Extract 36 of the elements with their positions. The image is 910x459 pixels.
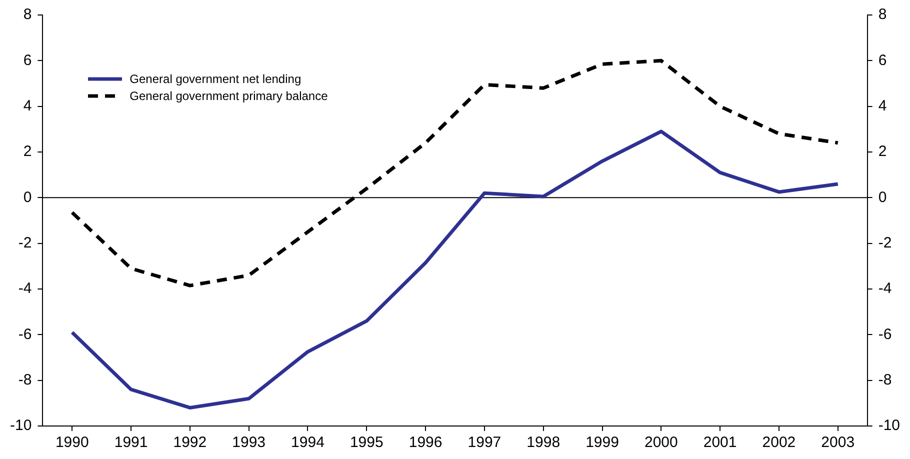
legend-label: General government primary balance xyxy=(130,88,328,102)
y-tick-label: 2 xyxy=(23,143,32,160)
x-tick-label: 2002 xyxy=(762,434,796,452)
y-tick-label: -2 xyxy=(18,234,32,252)
y-tick-label: -4 xyxy=(18,280,32,298)
y-tick-label: 6 xyxy=(23,52,32,69)
x-tick-label: 1995 xyxy=(350,434,384,452)
legend-label: General government net lending xyxy=(130,72,302,86)
y2-tick-label: -8 xyxy=(878,371,892,388)
y2-tick-label: 0 xyxy=(878,188,887,206)
x-tick-label: 1994 xyxy=(291,434,324,452)
x-tick-label: 1993 xyxy=(232,434,266,452)
y2-tick-label: 6 xyxy=(878,52,887,69)
x-tick-label: 1999 xyxy=(586,434,619,452)
y-tick-label: 0 xyxy=(23,188,32,206)
x-tick-label: 1991 xyxy=(114,434,148,452)
y2-tick-label: 8 xyxy=(878,6,887,24)
x-tick-label: 1997 xyxy=(468,434,502,452)
x-tick-label: 2003 xyxy=(821,434,855,452)
x-tick-label: 1996 xyxy=(408,434,442,452)
y2-tick-label: -2 xyxy=(878,234,892,252)
y-tick-label: 8 xyxy=(23,6,32,24)
x-tick-label: 1992 xyxy=(173,434,207,452)
y-tick-label: -8 xyxy=(18,371,32,388)
y2-tick-label: 4 xyxy=(878,97,887,114)
y-tick-label: 4 xyxy=(23,97,32,114)
y-tick-label: -10 xyxy=(10,417,32,434)
y2-tick-label: -6 xyxy=(878,326,892,343)
y2-tick-label: -10 xyxy=(878,417,900,434)
y2-tick-label: 2 xyxy=(878,143,887,160)
x-tick-label: 1998 xyxy=(526,434,560,452)
y-tick-label: -6 xyxy=(18,326,32,343)
x-tick-label: 2001 xyxy=(703,434,737,452)
x-tick-label: 2000 xyxy=(644,434,678,452)
y2-tick-label: -4 xyxy=(878,280,892,298)
x-tick-label: 1990 xyxy=(55,434,89,452)
